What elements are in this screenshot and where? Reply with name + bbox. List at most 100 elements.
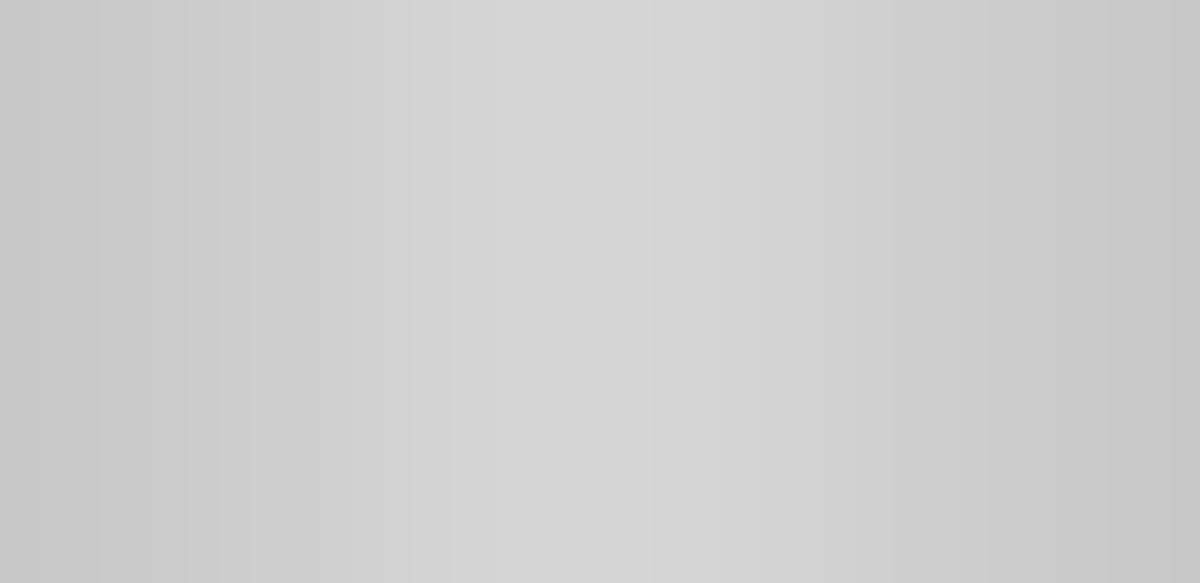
Ellipse shape xyxy=(175,517,192,525)
Ellipse shape xyxy=(190,512,212,525)
Text: Class: Class xyxy=(151,76,199,94)
Ellipse shape xyxy=(234,517,256,525)
Circle shape xyxy=(773,136,797,148)
Ellipse shape xyxy=(169,507,184,514)
Ellipse shape xyxy=(194,496,212,504)
Ellipse shape xyxy=(196,503,212,512)
Ellipse shape xyxy=(232,501,251,512)
Ellipse shape xyxy=(208,508,234,517)
Ellipse shape xyxy=(192,500,214,509)
Ellipse shape xyxy=(211,512,229,522)
Ellipse shape xyxy=(220,515,242,527)
Ellipse shape xyxy=(181,497,206,510)
Ellipse shape xyxy=(193,497,215,509)
Ellipse shape xyxy=(206,511,226,519)
Ellipse shape xyxy=(192,512,211,525)
Ellipse shape xyxy=(197,503,216,511)
Ellipse shape xyxy=(236,498,260,510)
Ellipse shape xyxy=(190,507,208,517)
Ellipse shape xyxy=(211,505,239,516)
Ellipse shape xyxy=(203,521,217,528)
Ellipse shape xyxy=(162,507,191,516)
Ellipse shape xyxy=(174,504,198,513)
Ellipse shape xyxy=(220,511,247,517)
Ellipse shape xyxy=(212,511,233,522)
Ellipse shape xyxy=(178,514,193,522)
Ellipse shape xyxy=(203,503,224,511)
Ellipse shape xyxy=(192,508,217,519)
Ellipse shape xyxy=(205,518,224,529)
Ellipse shape xyxy=(224,512,244,521)
Ellipse shape xyxy=(206,515,218,522)
Circle shape xyxy=(758,352,811,378)
Ellipse shape xyxy=(238,500,263,511)
Ellipse shape xyxy=(176,512,198,521)
Ellipse shape xyxy=(197,506,218,515)
Ellipse shape xyxy=(205,510,220,525)
Ellipse shape xyxy=(182,503,197,510)
Ellipse shape xyxy=(233,504,248,515)
Ellipse shape xyxy=(193,521,208,528)
Ellipse shape xyxy=(187,508,208,517)
Ellipse shape xyxy=(223,511,244,521)
Ellipse shape xyxy=(244,508,263,518)
Ellipse shape xyxy=(190,512,211,522)
Ellipse shape xyxy=(222,518,240,528)
Ellipse shape xyxy=(179,508,194,517)
Ellipse shape xyxy=(218,508,235,517)
Ellipse shape xyxy=(185,514,204,524)
Ellipse shape xyxy=(205,512,226,524)
Ellipse shape xyxy=(196,498,217,511)
Ellipse shape xyxy=(170,515,192,525)
Ellipse shape xyxy=(233,501,248,508)
Ellipse shape xyxy=(196,507,211,518)
Ellipse shape xyxy=(209,510,229,521)
Ellipse shape xyxy=(238,501,257,510)
Ellipse shape xyxy=(186,496,204,505)
Ellipse shape xyxy=(224,508,240,515)
Ellipse shape xyxy=(172,516,188,524)
Ellipse shape xyxy=(208,505,230,517)
Ellipse shape xyxy=(206,519,226,530)
Ellipse shape xyxy=(218,501,238,511)
Ellipse shape xyxy=(204,515,220,528)
Ellipse shape xyxy=(178,507,194,514)
Ellipse shape xyxy=(173,508,203,517)
Ellipse shape xyxy=(186,516,209,529)
Ellipse shape xyxy=(226,508,254,519)
Ellipse shape xyxy=(166,509,185,519)
Ellipse shape xyxy=(216,513,234,522)
Ellipse shape xyxy=(203,511,224,526)
Circle shape xyxy=(168,491,258,535)
Ellipse shape xyxy=(198,511,215,519)
Text: Could you figure this out using kinematics?  Why, or why not?: Could you figure this out using kinemati… xyxy=(320,505,793,520)
Ellipse shape xyxy=(206,512,227,526)
Ellipse shape xyxy=(182,496,202,508)
Ellipse shape xyxy=(173,515,193,525)
Ellipse shape xyxy=(223,511,250,518)
Ellipse shape xyxy=(205,500,223,514)
Ellipse shape xyxy=(205,504,224,518)
Ellipse shape xyxy=(157,502,185,512)
Ellipse shape xyxy=(193,515,214,529)
Ellipse shape xyxy=(191,506,212,515)
Ellipse shape xyxy=(208,513,226,528)
Ellipse shape xyxy=(223,497,238,504)
Ellipse shape xyxy=(221,502,239,511)
Ellipse shape xyxy=(214,511,232,518)
Ellipse shape xyxy=(240,502,256,510)
Ellipse shape xyxy=(194,510,217,518)
Ellipse shape xyxy=(184,515,203,526)
Ellipse shape xyxy=(229,496,253,508)
Ellipse shape xyxy=(226,507,244,515)
Ellipse shape xyxy=(206,514,221,525)
Ellipse shape xyxy=(234,509,258,517)
Ellipse shape xyxy=(178,514,192,522)
Ellipse shape xyxy=(170,512,196,524)
Ellipse shape xyxy=(192,511,214,523)
Ellipse shape xyxy=(212,517,228,531)
Ellipse shape xyxy=(226,512,242,521)
Ellipse shape xyxy=(220,502,242,513)
Ellipse shape xyxy=(184,506,204,515)
Ellipse shape xyxy=(227,507,246,514)
